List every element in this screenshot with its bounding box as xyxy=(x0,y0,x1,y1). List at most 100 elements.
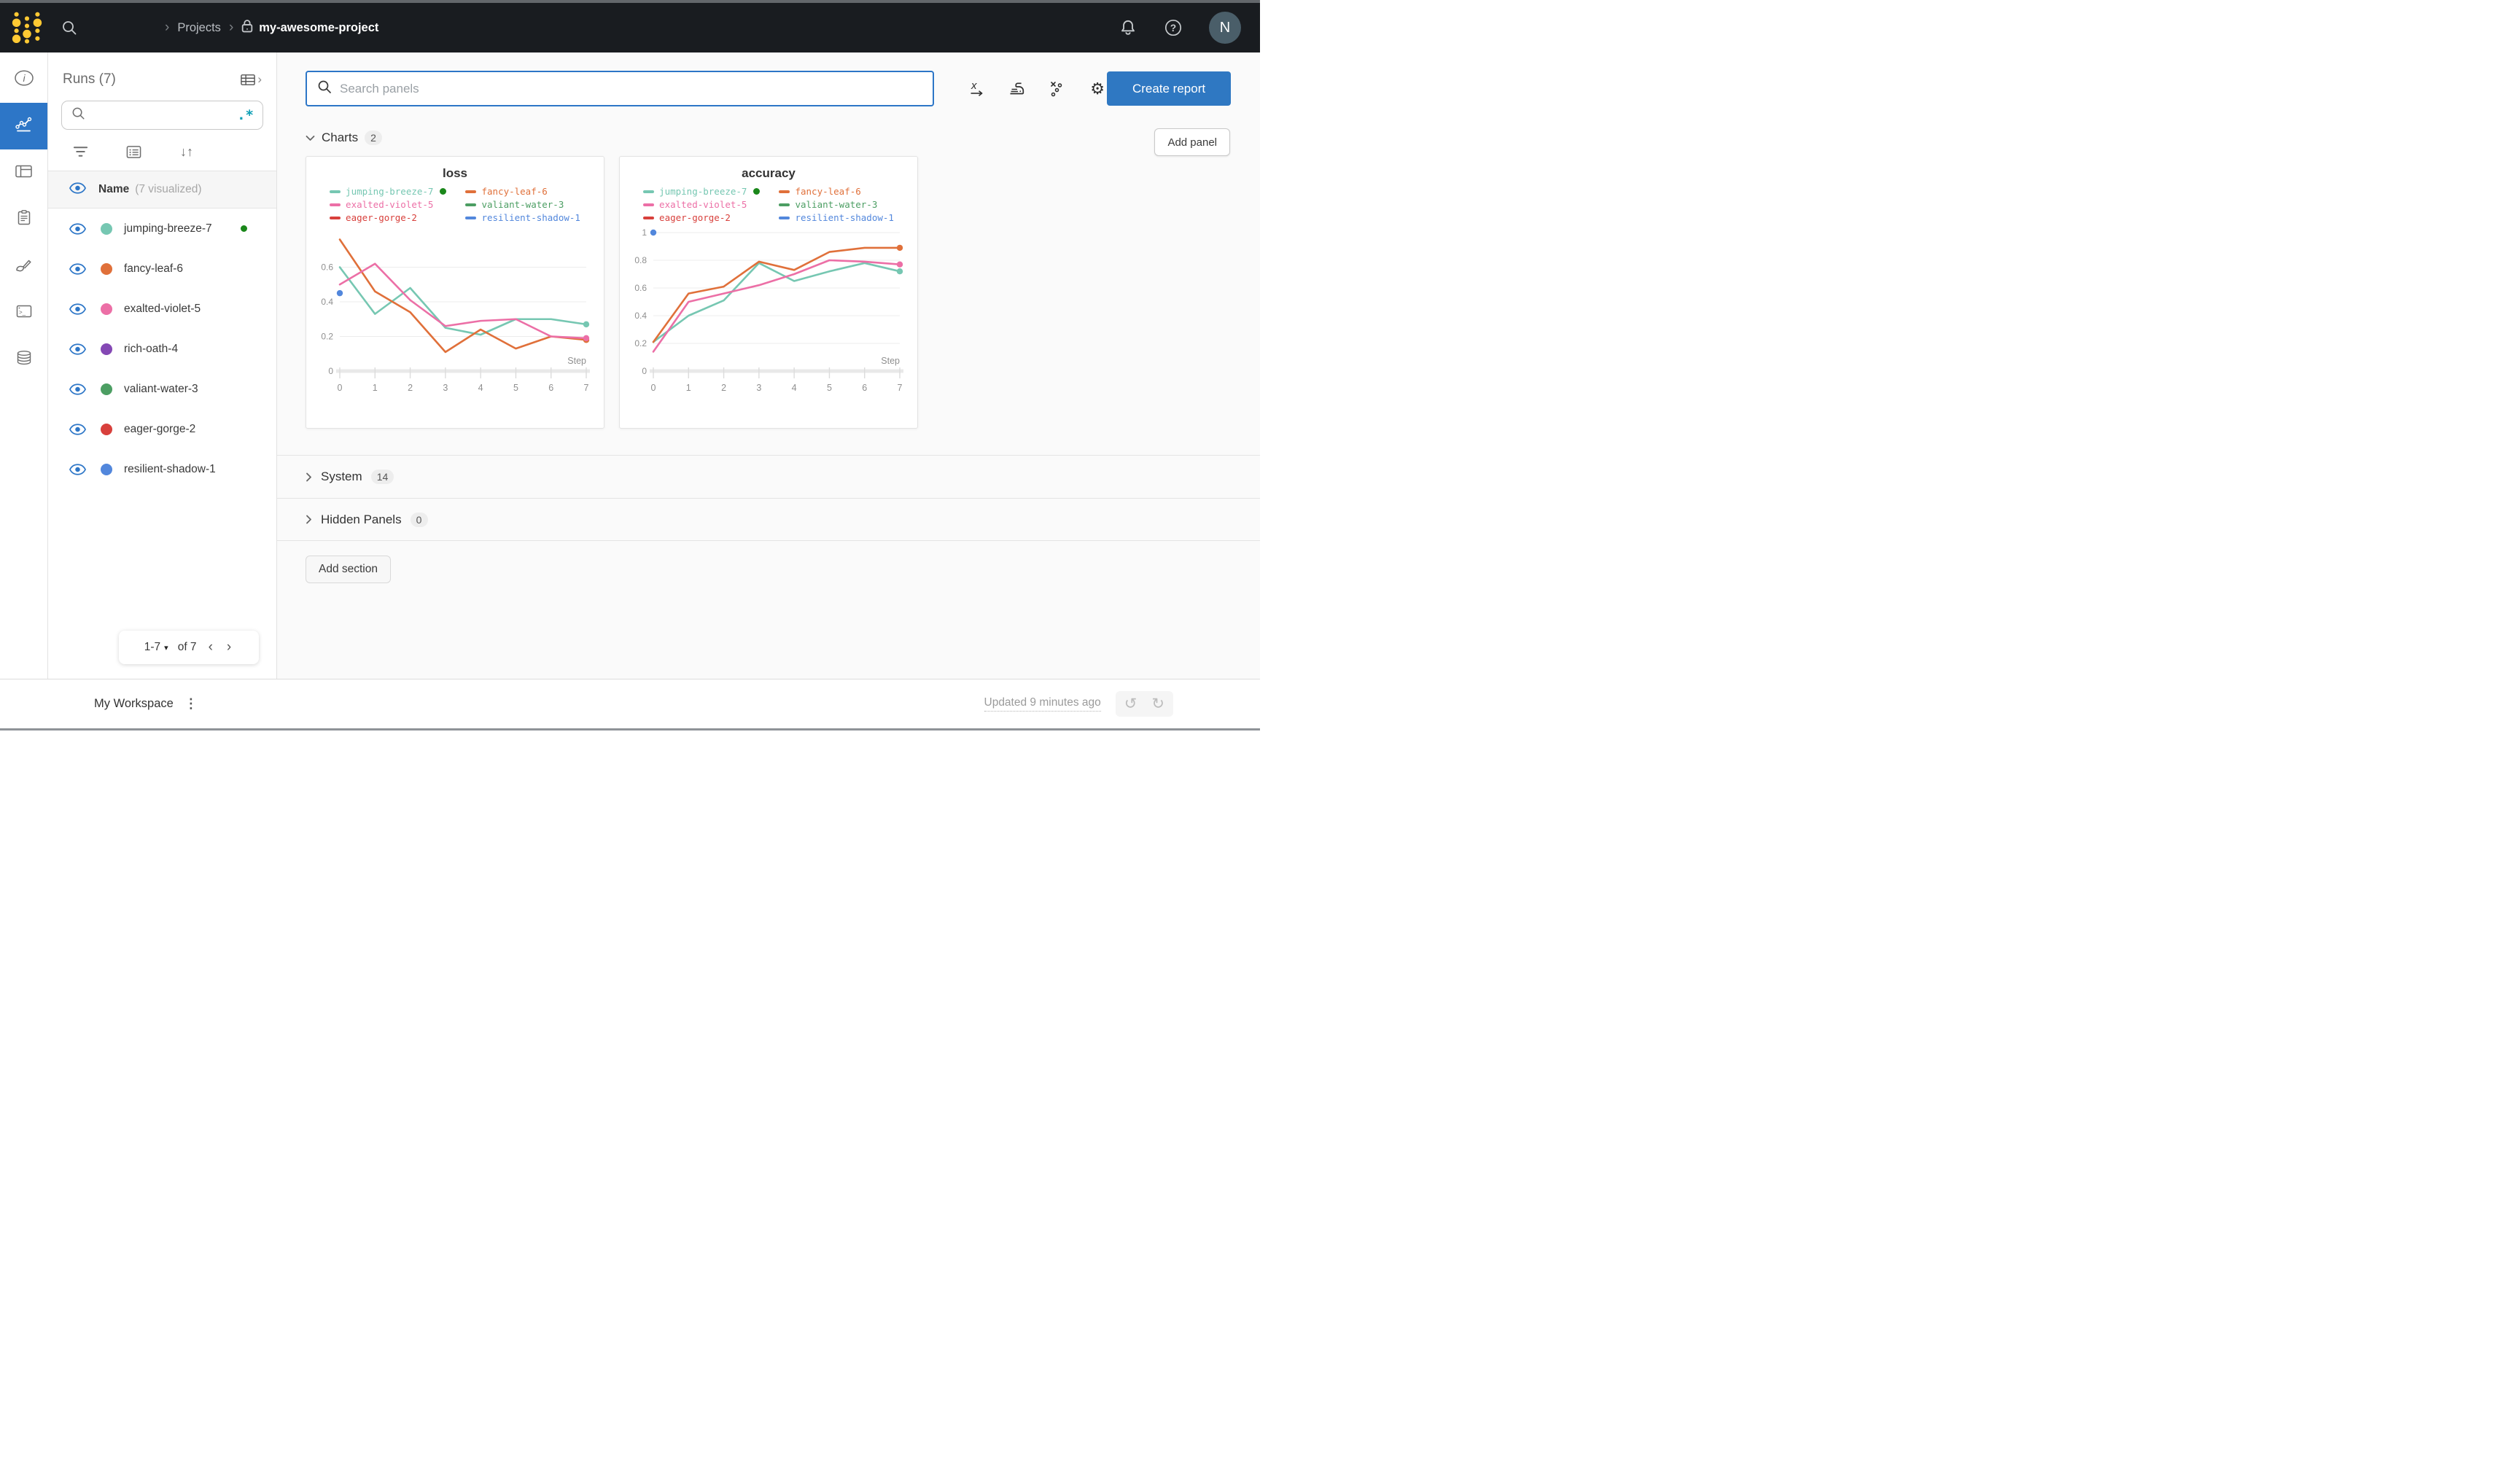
visibility-eye-icon[interactable] xyxy=(69,262,86,275)
workspace-menu-kebab-icon[interactable]: ⋮ xyxy=(184,696,198,711)
breadcrumb-projects-link[interactable]: Projects xyxy=(177,20,221,34)
charts-section-header[interactable]: Charts 2 xyxy=(306,130,1260,145)
legend-item[interactable]: valiant-water-3 xyxy=(779,199,893,210)
legend-run-name: jumping-breeze-7 xyxy=(659,186,747,197)
redo-icon[interactable]: ↻ xyxy=(1151,696,1164,712)
svg-text:x: x xyxy=(971,79,977,92)
runs-search-input[interactable] xyxy=(93,109,231,122)
system-section-header[interactable]: System 14 xyxy=(277,455,1260,498)
hidden-panels-section-header[interactable]: Hidden Panels 0 xyxy=(277,498,1260,541)
create-report-button[interactable]: Create report xyxy=(1107,71,1231,106)
legend-item[interactable]: eager-gorge-2 xyxy=(643,212,760,223)
run-name[interactable]: jumping-breeze-7 xyxy=(124,222,212,235)
legend-item[interactable]: jumping-breeze-7 xyxy=(643,186,761,197)
chart-legend: jumping-breeze-7 fancy-leaf-6 exalted-viol… xyxy=(620,186,917,223)
legend-item[interactable]: resilient-shadow-1 xyxy=(779,212,894,223)
loss-chart-plot[interactable]: 0 0.2 0.4 0.6 0 1 2 3 4 5 6 7 Step xyxy=(306,227,604,400)
run-name[interactable]: rich-oath-4 xyxy=(124,342,179,355)
run-name[interactable]: valiant-water-3 xyxy=(124,382,198,395)
rail-item-sweeps[interactable] xyxy=(0,243,47,289)
settings-gear-icon[interactable]: ⚙ xyxy=(1090,79,1105,98)
run-row[interactable]: exalted-violet-5 xyxy=(48,289,276,329)
group-list-icon[interactable] xyxy=(124,142,143,161)
rail-item-artifacts[interactable] xyxy=(0,336,47,383)
legend-item[interactable]: fancy-leaf-6 xyxy=(779,186,893,197)
rail-item-overview[interactable]: i xyxy=(0,56,47,103)
run-row[interactable]: resilient-shadow-1 xyxy=(48,449,276,489)
visibility-eye-icon[interactable] xyxy=(69,182,87,198)
charts-section-label: Charts xyxy=(322,130,359,144)
regex-toggle-icon[interactable]: .* xyxy=(237,107,254,123)
runs-pagination: 1-7 ▾ of 7 ‹ › xyxy=(119,631,259,664)
running-indicator-dot xyxy=(753,188,761,195)
run-name[interactable]: eager-gorge-2 xyxy=(124,422,196,435)
rail-item-table[interactable] xyxy=(0,149,47,196)
search-panels-box[interactable] xyxy=(306,71,935,106)
visibility-eye-icon[interactable] xyxy=(69,343,86,355)
user-avatar[interactable]: N xyxy=(1209,12,1241,44)
x-axis-settings-icon[interactable]: x xyxy=(968,79,987,98)
rail-item-workspace-charts[interactable] xyxy=(0,103,47,149)
legend-item[interactable]: exalted-violet-5 xyxy=(330,199,446,210)
run-name[interactable]: resilient-shadow-1 xyxy=(124,462,216,475)
run-name[interactable]: exalted-violet-5 xyxy=(124,302,201,315)
sort-icon[interactable]: ↓↑ xyxy=(180,144,193,159)
rail-item-logs[interactable] xyxy=(0,196,47,243)
search-panels-input[interactable] xyxy=(340,81,924,96)
outliers-scatter-icon[interactable] xyxy=(1048,79,1067,98)
svg-text:2: 2 xyxy=(408,383,413,393)
add-section-button[interactable]: Add section xyxy=(306,556,391,583)
breadcrumb-project[interactable]: my-awesome-project xyxy=(241,19,378,36)
svg-text:4: 4 xyxy=(478,383,483,393)
legend-item[interactable]: valiant-water-3 xyxy=(465,199,580,210)
table-panel-icon xyxy=(14,162,34,184)
visibility-eye-icon[interactable] xyxy=(69,222,86,235)
workspace-name[interactable]: My Workspace xyxy=(94,697,174,710)
legend-item[interactable]: eager-gorge-2 xyxy=(330,212,446,223)
breadcrumb: › Projects › my-awesome-project xyxy=(165,19,378,36)
add-panel-button[interactable]: Add panel xyxy=(1154,128,1230,156)
run-row[interactable]: valiant-water-3 xyxy=(48,369,276,409)
pagination-next-button[interactable]: › xyxy=(226,639,232,655)
run-row[interactable]: eager-gorge-2 xyxy=(48,409,276,449)
run-name[interactable]: fancy-leaf-6 xyxy=(124,262,183,275)
svg-text:1: 1 xyxy=(642,227,647,238)
smoothing-iron-icon[interactable] xyxy=(1008,79,1027,98)
legend-item[interactable]: fancy-leaf-6 xyxy=(465,186,580,197)
wandb-logo[interactable] xyxy=(10,9,44,47)
runs-title: Runs (7) xyxy=(63,71,116,87)
chevron-right-icon xyxy=(306,472,311,481)
runs-list-header[interactable]: Name (7 visualized) xyxy=(48,171,276,209)
runs-search-box[interactable]: .* xyxy=(61,101,263,130)
run-color-dot xyxy=(101,262,112,275)
loss-chart-panel[interactable]: loss jumping-breeze-7 fancy-leaf-6 exalted… xyxy=(306,156,604,429)
notifications-bell-icon[interactable] xyxy=(1119,18,1138,37)
help-icon[interactable]: ? xyxy=(1164,18,1183,37)
svg-text:3: 3 xyxy=(443,383,448,393)
accuracy-chart-panel[interactable]: accuracy jumping-breeze-7 fancy-leaf-6 exa… xyxy=(619,156,918,429)
visibility-eye-icon[interactable] xyxy=(69,463,86,475)
run-row[interactable]: jumping-breeze-7 xyxy=(48,209,276,249)
window-bottom-edge xyxy=(0,728,1260,730)
filter-icon[interactable] xyxy=(71,142,90,161)
legend-run-name: fancy-leaf-6 xyxy=(481,186,548,197)
visibility-eye-icon[interactable] xyxy=(69,423,86,435)
expand-runs-table-button[interactable]: › xyxy=(240,72,262,87)
legend-item[interactable]: exalted-violet-5 xyxy=(643,199,760,210)
legend-swatch xyxy=(643,203,655,206)
legend-swatch xyxy=(779,203,790,206)
global-search-icon[interactable] xyxy=(60,18,79,37)
pagination-prev-button[interactable]: ‹ xyxy=(208,639,213,655)
pagination-range-dropdown[interactable]: 1-7 xyxy=(144,641,161,653)
run-row[interactable]: rich-oath-4 xyxy=(48,329,276,369)
legend-item[interactable]: jumping-breeze-7 xyxy=(330,186,447,197)
rail-item-terminal[interactable]: >_ xyxy=(0,289,47,336)
undo-icon[interactable]: ↺ xyxy=(1124,696,1138,712)
svg-text:0: 0 xyxy=(651,383,656,393)
visibility-eye-icon[interactable] xyxy=(69,383,86,395)
svg-text:0.2: 0.2 xyxy=(321,332,333,342)
run-row[interactable]: fancy-leaf-6 xyxy=(48,249,276,289)
legend-item[interactable]: resilient-shadow-1 xyxy=(465,212,580,223)
visibility-eye-icon[interactable] xyxy=(69,303,86,315)
accuracy-chart-plot[interactable]: 0 0.2 0.4 0.6 0.8 1 0 1 2 3 4 5 6 7 Step xyxy=(620,227,917,400)
